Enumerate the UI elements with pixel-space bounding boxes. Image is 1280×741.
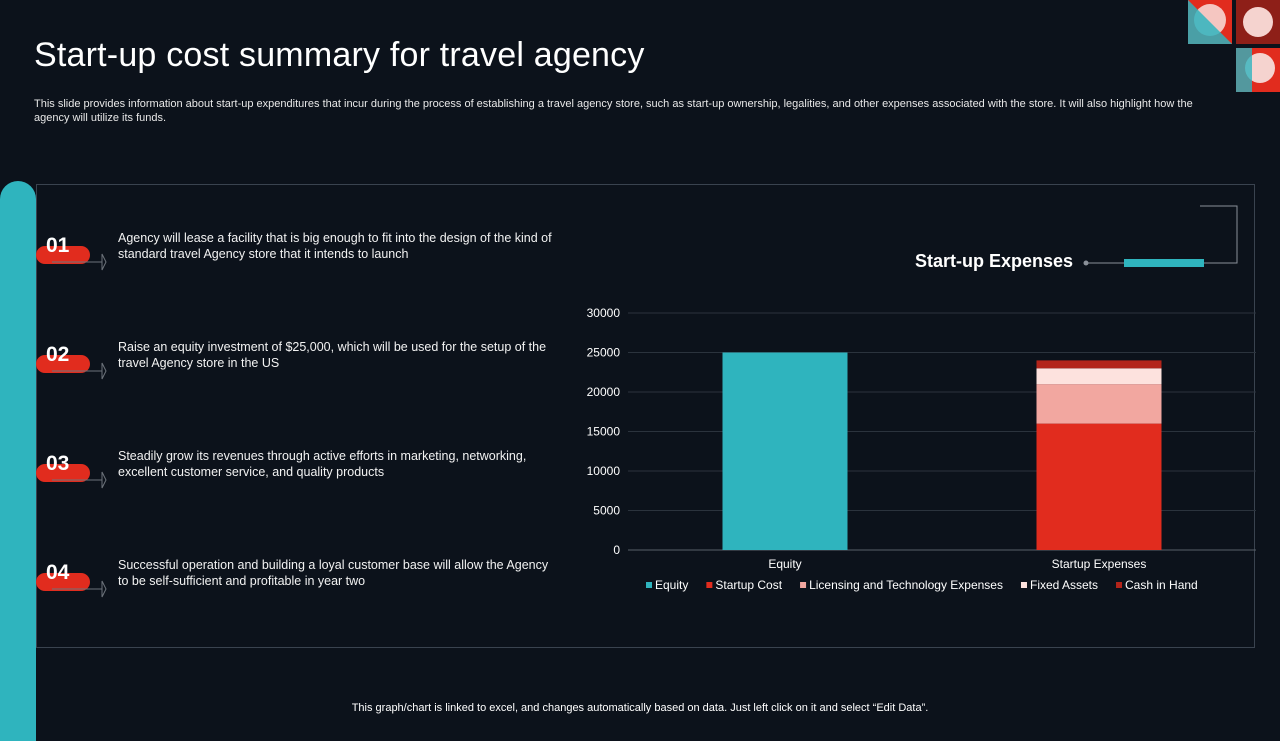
point-item-1: 01 Agency will lease a facility that is … <box>0 230 560 300</box>
point-item-2: 02 Raise an equity investment of $25,000… <box>0 339 560 409</box>
footer-note: This graph/chart is linked to excel, and… <box>351 702 929 714</box>
y-tick-label: 20000 <box>587 385 621 399</box>
point-text: Successful operation and building a loya… <box>118 558 549 588</box>
legend-label: Licensing and Technology Expenses <box>809 578 1003 592</box>
startup-expenses-chart: 0 5000 10000 15000 20000 25000 30000 Equity Star… <box>587 306 1256 592</box>
y-tick-label: 5000 <box>593 504 620 518</box>
point-text: Raise an equity investment of $25,000, w… <box>118 340 547 370</box>
point-number: 03 <box>46 452 70 475</box>
number-badge <box>36 355 90 373</box>
bar-segment <box>722 352 848 550</box>
content-panel <box>36 184 1255 648</box>
point-number: 04 <box>46 561 70 584</box>
legend-label: Equity <box>655 578 688 592</box>
bar-segment <box>1036 423 1162 550</box>
bar-segment <box>1036 384 1162 424</box>
heading-connector-graphic <box>1083 205 1238 267</box>
arrow-icon <box>52 471 107 489</box>
y-tick-label: 0 <box>613 543 620 557</box>
legend-label: Startup Cost <box>715 578 782 592</box>
bar-segment <box>1036 360 1162 369</box>
legend-swatch <box>1116 582 1123 588</box>
x-tick-label: Equity <box>768 557 801 571</box>
number-badge <box>36 246 90 264</box>
point-item-3: 03 Steadily grow its revenues through ac… <box>0 448 560 518</box>
arrow-icon <box>52 253 107 271</box>
slide-subtitle: This slide provides information about st… <box>34 98 1193 124</box>
y-tick-label: 10000 <box>587 464 621 478</box>
side-accent-bar <box>0 181 36 741</box>
legend-label: Fixed Assets <box>1030 578 1098 592</box>
number-badge <box>36 573 90 591</box>
x-tick-label: Startup Expenses <box>1052 557 1147 571</box>
arrow-icon <box>52 362 107 380</box>
legend-swatch <box>800 582 807 588</box>
legend-label: Cash in Hand <box>1125 578 1198 592</box>
point-text: Agency will lease a facility that is big… <box>118 231 552 261</box>
legend-swatch <box>1020 582 1027 588</box>
point-item-4: 04 Successful operation and building a l… <box>0 557 560 627</box>
legend-swatch <box>706 582 713 588</box>
point-text: Steadily grow its revenues through activ… <box>118 449 527 479</box>
point-number: 01 <box>46 234 70 257</box>
y-tick-label: 30000 <box>587 306 621 320</box>
legend-swatch <box>646 582 652 588</box>
slide-title: Start-up cost summary for travel agency <box>34 36 645 74</box>
number-badge <box>36 464 90 482</box>
point-number: 02 <box>46 343 70 366</box>
corner-logo-graphic <box>1188 0 1280 92</box>
bar-segment <box>1036 368 1162 385</box>
y-tick-label: 25000 <box>587 346 621 360</box>
y-tick-label: 15000 <box>587 425 621 439</box>
arrow-icon <box>52 580 107 598</box>
expenses-heading: Start-up Expenses <box>915 251 1074 271</box>
